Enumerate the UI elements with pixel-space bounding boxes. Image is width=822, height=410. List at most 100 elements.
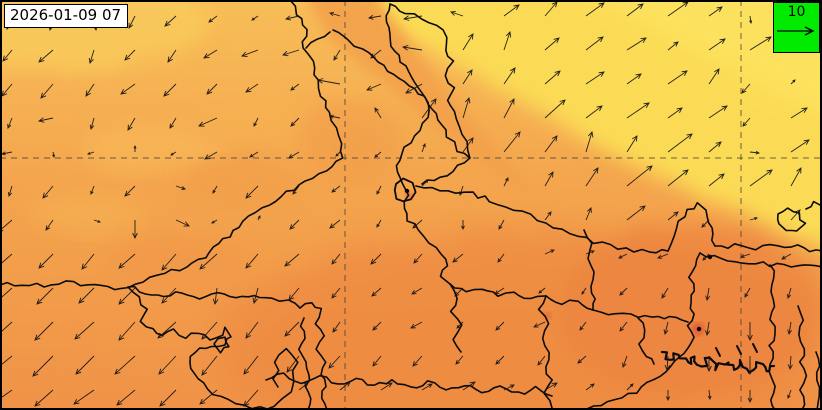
wind-arrow bbox=[787, 355, 793, 371]
wind-arrow bbox=[462, 97, 471, 119]
wind-arrow bbox=[412, 355, 423, 367]
wind-arrow bbox=[241, 49, 259, 57]
wind-arrow bbox=[372, 355, 382, 367]
wind-arrow bbox=[657, 253, 669, 259]
wind-arrow bbox=[421, 98, 437, 119]
wind-arrow bbox=[328, 355, 341, 369]
wind-arrow bbox=[204, 151, 218, 160]
wind-vectors bbox=[0, 1, 810, 407]
wind-arrow bbox=[116, 389, 136, 406]
wind-arrow bbox=[38, 253, 54, 269]
boundary-line bbox=[298, 317, 312, 410]
wind-arrow bbox=[585, 36, 604, 51]
wind-arrow bbox=[708, 38, 726, 51]
wind-arrow bbox=[286, 355, 300, 373]
wind-arrow bbox=[544, 211, 552, 221]
wind-arrow bbox=[622, 355, 628, 368]
wind-arrow bbox=[626, 37, 647, 51]
wind-arrow bbox=[749, 150, 761, 155]
wind-arrow bbox=[421, 383, 433, 391]
wind-arrow bbox=[245, 253, 259, 269]
wind-arrow bbox=[169, 117, 177, 129]
boundary-line bbox=[768, 264, 776, 410]
wind-arrow bbox=[747, 390, 753, 404]
wind-arrow bbox=[328, 114, 341, 119]
wind-arrow bbox=[2, 49, 13, 62]
wind-arrow bbox=[329, 11, 341, 17]
wind-arrow bbox=[316, 78, 341, 85]
wind-arrow bbox=[544, 70, 561, 85]
wind-arrow bbox=[370, 253, 382, 265]
wind-arrow bbox=[282, 49, 300, 57]
boundary-line bbox=[637, 317, 655, 365]
wind-arrow bbox=[161, 253, 177, 271]
wind-arrow bbox=[199, 389, 218, 405]
boundary-line bbox=[305, 31, 331, 49]
wind-arrow bbox=[245, 321, 259, 339]
wind-arrow bbox=[290, 117, 300, 127]
wind-arrow bbox=[585, 167, 599, 187]
wind-arrow bbox=[742, 117, 751, 127]
boundary-line bbox=[583, 229, 596, 311]
wind-arrow bbox=[421, 143, 426, 153]
wind-arrow bbox=[533, 321, 546, 328]
wind-scale-legend: 10 bbox=[773, 2, 820, 53]
wind-arrow bbox=[380, 382, 393, 391]
wind-arrow bbox=[579, 321, 587, 331]
wind-arrow bbox=[708, 173, 725, 187]
wind-arrow bbox=[702, 253, 710, 261]
wind-arrow bbox=[503, 177, 509, 187]
wind-arrow bbox=[401, 44, 423, 51]
wind-arrow bbox=[577, 355, 587, 364]
wind-arrow bbox=[331, 253, 341, 265]
wind-arrow bbox=[619, 287, 628, 296]
wind-arrow bbox=[667, 107, 683, 119]
wind-arrow bbox=[663, 321, 669, 335]
wind-arrow bbox=[585, 71, 605, 85]
boundary-line bbox=[421, 157, 471, 185]
wind-arrow bbox=[243, 389, 259, 407]
wind-arrow bbox=[329, 219, 341, 229]
boundary-line bbox=[127, 285, 301, 309]
wind-arrow bbox=[402, 15, 423, 21]
wind-arrow bbox=[93, 219, 102, 223]
boundary-line bbox=[776, 207, 807, 232]
wind-arrow bbox=[585, 2, 605, 17]
wind-arrow bbox=[199, 253, 218, 270]
wind-arrow bbox=[133, 144, 137, 152]
wind-arrow bbox=[585, 207, 592, 221]
wind-arrow bbox=[249, 151, 259, 158]
wind-arrow bbox=[790, 139, 810, 153]
wind-arrow bbox=[175, 219, 190, 227]
wind-arrow bbox=[421, 179, 429, 187]
boundary-line bbox=[592, 309, 689, 323]
wind-arrow bbox=[405, 83, 423, 94]
wind-arrow bbox=[741, 83, 751, 94]
wind-arrow bbox=[494, 287, 505, 295]
wind-arrow bbox=[284, 321, 300, 337]
wind-arrow bbox=[73, 389, 95, 405]
wind-arrow bbox=[332, 321, 341, 333]
wind-arrow bbox=[74, 321, 95, 340]
wind-arrow bbox=[370, 49, 382, 59]
wind-arrow bbox=[701, 219, 710, 228]
wind-arrow bbox=[371, 287, 382, 297]
wind-arrow bbox=[544, 382, 558, 391]
wind-arrow bbox=[503, 98, 515, 119]
wind-arrow bbox=[411, 287, 423, 295]
wind-arrow bbox=[626, 135, 638, 153]
wind-arrow bbox=[667, 133, 693, 153]
wind-arrow bbox=[118, 287, 136, 305]
wind-arrow bbox=[257, 215, 261, 221]
wind-arrow bbox=[661, 287, 669, 299]
wind-arrow bbox=[503, 67, 516, 85]
wind-arrow bbox=[289, 219, 300, 230]
wind-arrow bbox=[667, 169, 689, 187]
wind-arrow bbox=[284, 15, 300, 21]
boundary-line bbox=[127, 286, 232, 363]
wind-arrow bbox=[372, 321, 382, 331]
wind-arrow bbox=[211, 219, 218, 224]
wind-arrow bbox=[245, 185, 259, 199]
wind-arrow bbox=[42, 185, 54, 199]
wind-arrow bbox=[366, 83, 382, 91]
